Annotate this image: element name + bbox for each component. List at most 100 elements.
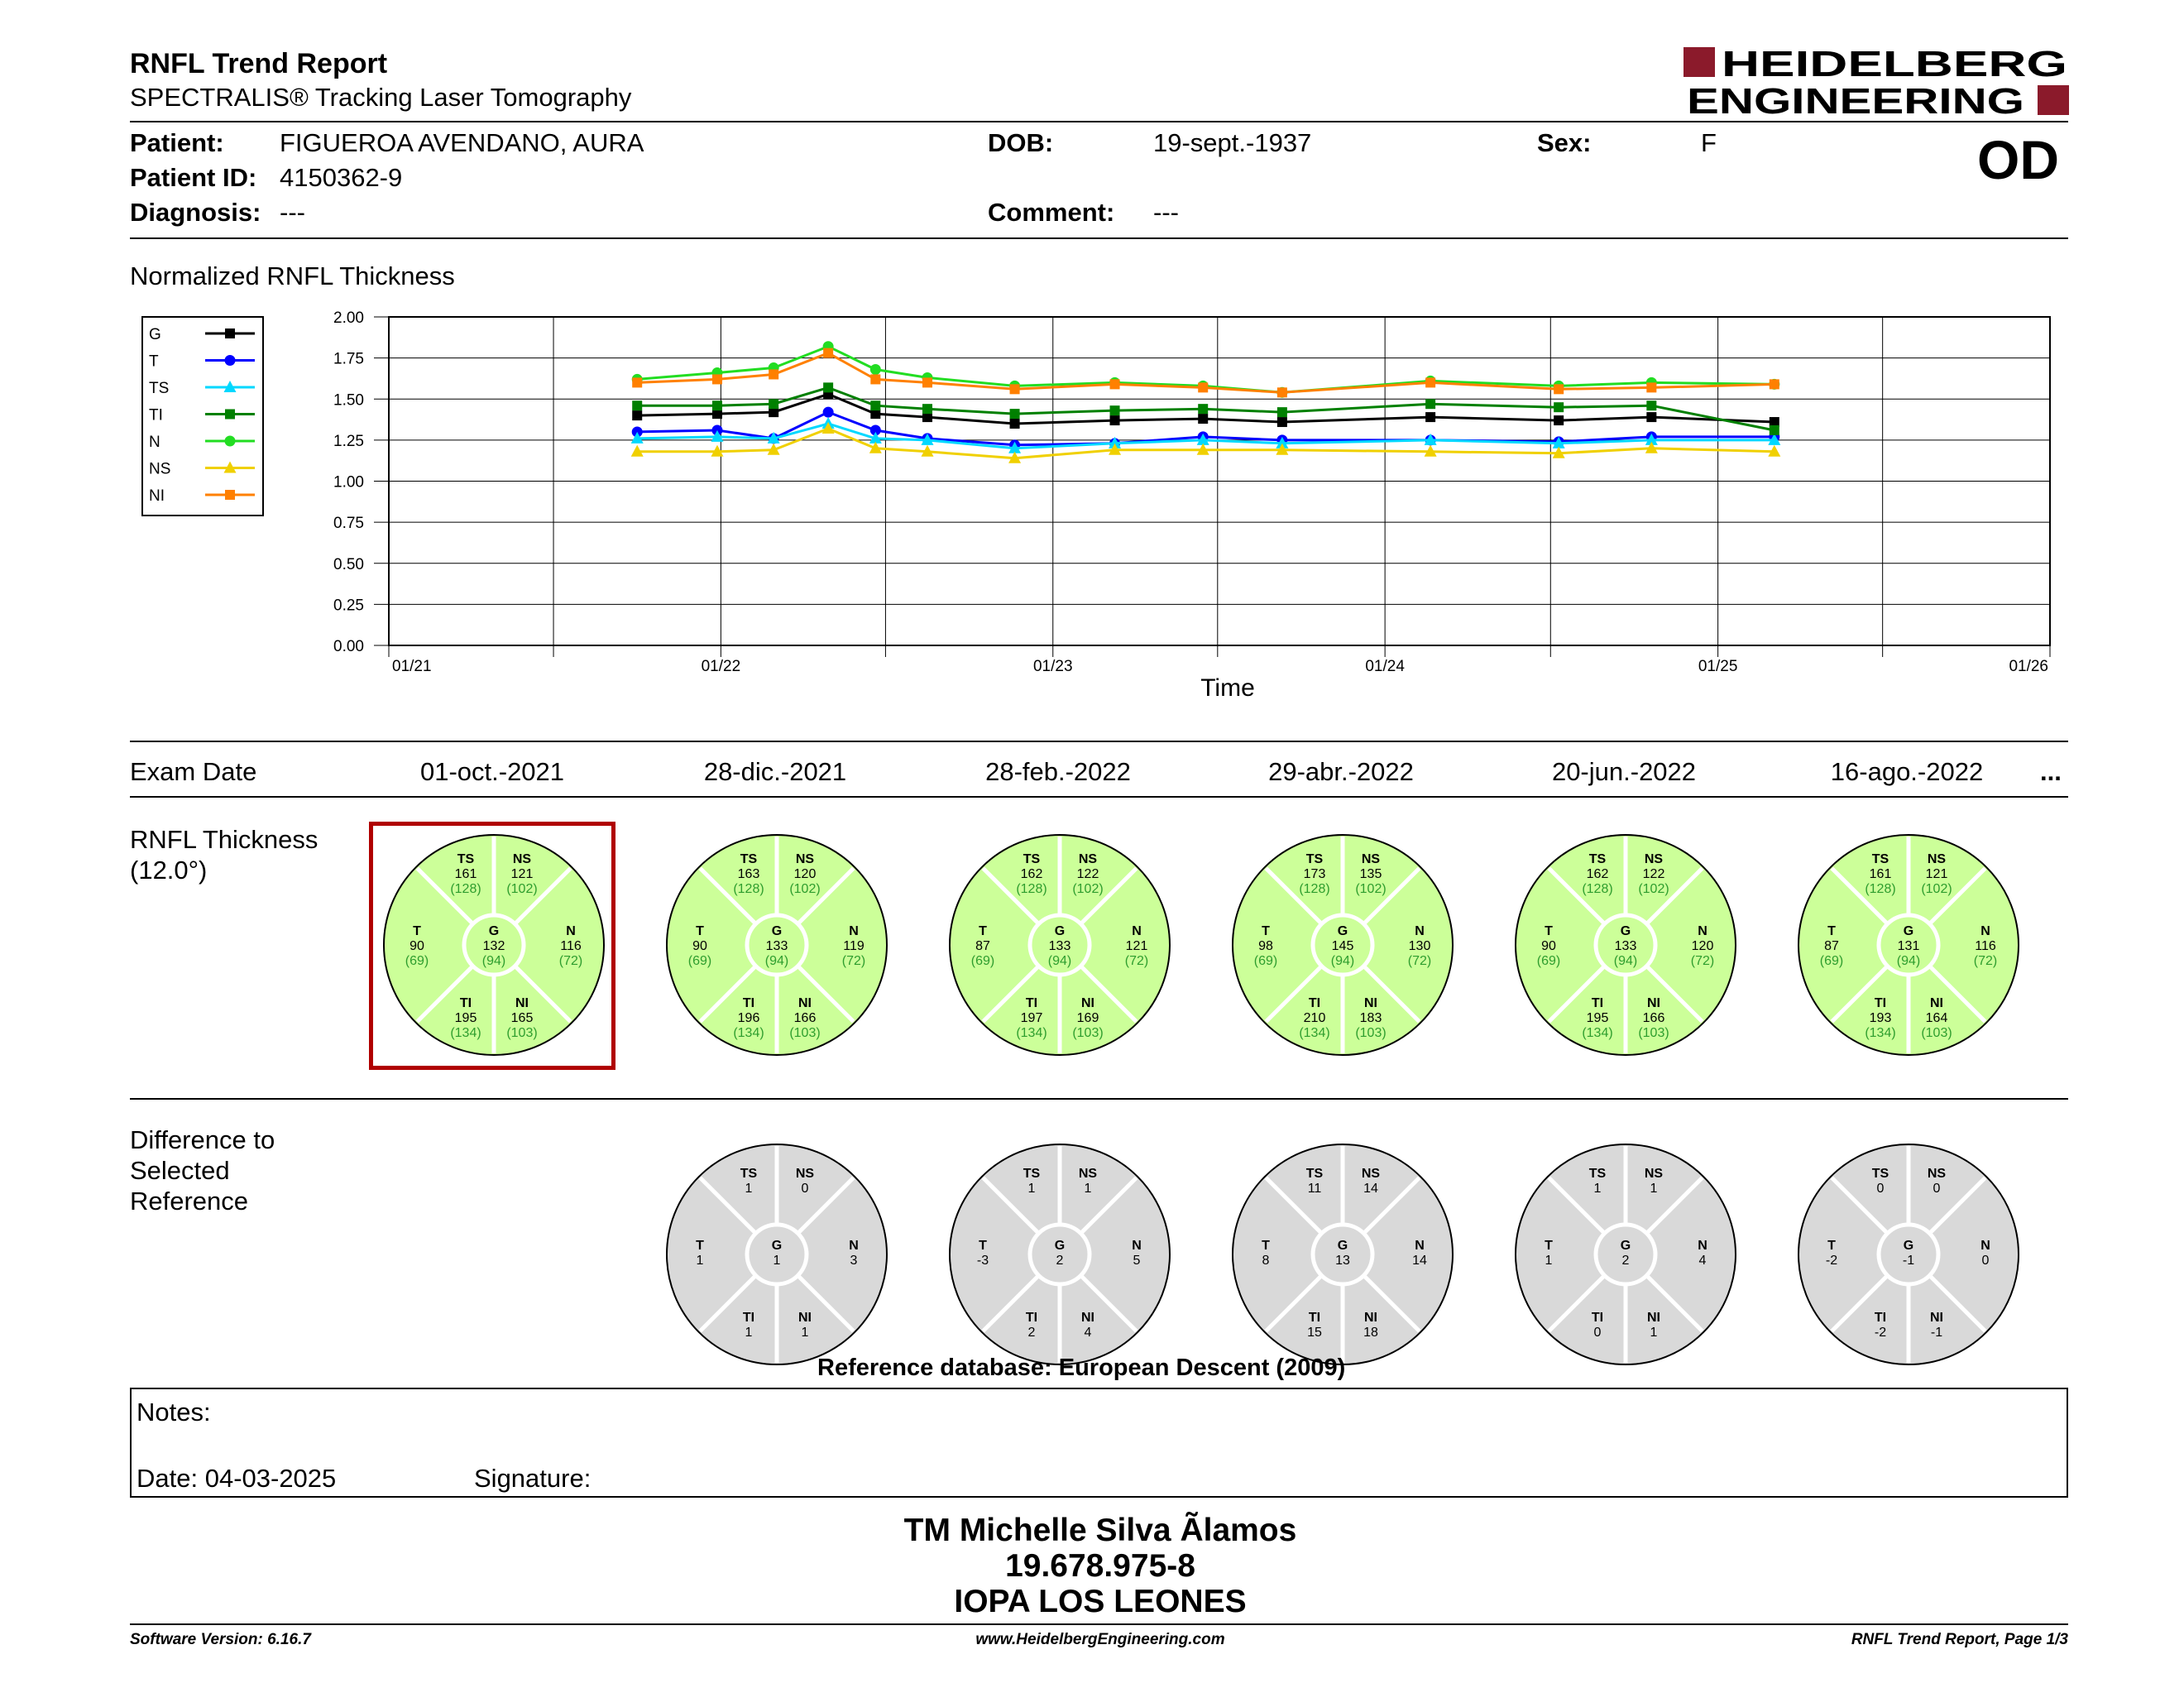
sector-value-ns: 1 — [1650, 1182, 1658, 1196]
sector-value-ti: 15 — [1307, 1326, 1322, 1340]
data-point-ns — [1008, 451, 1022, 463]
sector-label-t: T — [979, 924, 987, 938]
y-tick-label: 0.00 — [333, 638, 364, 655]
data-point-ni — [1646, 382, 1657, 393]
data-point-g — [870, 409, 881, 420]
sector-norm-ti: (134) — [1865, 1026, 1895, 1040]
sector-value-t: 90 — [1541, 939, 1556, 953]
sector-label-ti: TI — [1592, 1311, 1603, 1325]
sector-norm-g: (94) — [1331, 954, 1354, 968]
sector-label-ts: TS — [1589, 852, 1607, 866]
data-point-ni — [1554, 384, 1564, 395]
sector-value-ti: 196 — [738, 1011, 760, 1025]
sector-value-ni: 166 — [794, 1011, 817, 1025]
sector-label-g: G — [1621, 1239, 1631, 1253]
sector-label-t: T — [1827, 1239, 1836, 1253]
data-point-ns — [711, 444, 724, 457]
sector-value-g: 2 — [1056, 1254, 1064, 1268]
website-link[interactable]: www.HeidelbergEngineering.com — [975, 1631, 1225, 1648]
sector-value-ni: 169 — [1077, 1011, 1099, 1025]
sector-norm-t: (69) — [1537, 954, 1560, 968]
sector-norm-g: (94) — [765, 954, 788, 968]
sector-label-ni: NI — [1930, 996, 1943, 1010]
report-subtitle: SPECTRALIS® Tracking Laser Tomography — [130, 83, 632, 112]
data-point-ti — [870, 400, 881, 411]
sector-norm-n: (72) — [559, 954, 582, 968]
exam-date[interactable]: 29-abr.-2022 — [1268, 757, 1414, 786]
sector-label-ns: NS — [1362, 852, 1381, 866]
data-point-g — [1198, 414, 1209, 424]
sector-value-ns: 14 — [1363, 1182, 1378, 1196]
exam-date[interactable]: 28-dic.-2021 — [703, 757, 847, 786]
legend-marker-ni — [225, 490, 235, 500]
dob-label: DOB: — [988, 128, 1054, 157]
data-point-ni — [870, 374, 881, 385]
series-line-ts — [637, 422, 1774, 450]
sector-value-ns: 0 — [1933, 1182, 1941, 1196]
data-point-ts — [767, 431, 780, 444]
data-point-ns — [1552, 446, 1565, 458]
sector-value-ni: 1 — [802, 1326, 809, 1340]
sector-value-t: 87 — [975, 939, 990, 953]
sector-value-ts: 173 — [1304, 867, 1326, 881]
sector-value-n: 14 — [1412, 1254, 1427, 1268]
y-tick-label: 0.25 — [333, 597, 364, 614]
series-line-ni — [637, 352, 1774, 394]
sector-label-g: G — [1904, 1239, 1913, 1253]
exam-date[interactable]: 01-oct.-2021 — [419, 757, 565, 786]
sector-label-ns: NS — [1645, 1167, 1664, 1181]
eye-indicator: OD — [1977, 129, 2059, 190]
data-point-g — [632, 410, 643, 421]
sector-label-ti: TI — [1875, 996, 1886, 1010]
chart-title: Normalized RNFL Thickness — [130, 261, 455, 290]
sector-label-t: T — [1262, 924, 1270, 938]
sector-value-t: 87 — [1824, 939, 1839, 953]
exam-row-bottom-divider — [130, 796, 2068, 798]
y-tick-label: 1.00 — [333, 474, 364, 492]
notes-date: Date: 04-03-2025 — [136, 1464, 337, 1493]
y-tick-label: 0.75 — [333, 515, 364, 532]
sector-value-ts: 1 — [1594, 1182, 1602, 1196]
sector-label-ni: NI — [1081, 996, 1094, 1010]
legend-marker-ns — [223, 461, 237, 473]
sector-norm-t: (69) — [971, 954, 994, 968]
sector-value-g: 1 — [774, 1254, 781, 1268]
sector-norm-t: (69) — [1820, 954, 1843, 968]
sector-value-n: 120 — [1692, 939, 1714, 953]
sector-norm-ns: (102) — [1072, 882, 1103, 896]
sector-label-n: N — [1415, 1239, 1425, 1253]
sector-norm-ns: (102) — [1355, 882, 1386, 896]
sector-norm-n: (72) — [1125, 954, 1148, 968]
data-point-ni — [1276, 387, 1287, 398]
difference-label: Difference to Selected Reference — [130, 1125, 275, 1216]
rnfl-sector-chart: G133(94)T90(69)N119(72)TS163(128)NS120(1… — [666, 834, 888, 1056]
sector-norm-ti: (134) — [1582, 1026, 1612, 1040]
sector-value-t: -3 — [977, 1254, 989, 1268]
sector-norm-ts: (128) — [1582, 882, 1612, 896]
sector-norm-ts: (128) — [1299, 882, 1329, 896]
data-point-g — [1009, 419, 1020, 429]
sector-label-n: N — [1980, 1239, 1990, 1253]
data-point-g — [1109, 415, 1120, 426]
legend-marker-ti — [225, 409, 235, 420]
sector-value-ni: 183 — [1360, 1011, 1382, 1025]
exam-date[interactable]: 28-feb.-2022 — [985, 757, 1131, 786]
sex-value: F — [1701, 128, 1717, 157]
sector-norm-ns: (102) — [506, 882, 537, 896]
sector-label-ns: NS — [1928, 852, 1947, 866]
data-point-ts — [869, 431, 882, 444]
sector-label-g: G — [1904, 924, 1913, 938]
sector-label-t: T — [413, 924, 421, 938]
data-point-ts — [1424, 433, 1437, 445]
sector-value-ti: 193 — [1870, 1011, 1892, 1025]
svg-text:ENGINEERING: ENGINEERING — [1687, 81, 2024, 117]
data-point-ts — [1552, 436, 1565, 448]
exam-date[interactable]: 20-jun.-2022 — [1551, 757, 1697, 786]
sector-label-t: T — [979, 1239, 987, 1253]
sector-norm-n: (72) — [842, 954, 865, 968]
data-point-g — [922, 412, 933, 423]
exam-date[interactable]: 16-ago.-2022 — [1830, 757, 1984, 786]
patient-id: 4150362-9 — [280, 163, 403, 192]
